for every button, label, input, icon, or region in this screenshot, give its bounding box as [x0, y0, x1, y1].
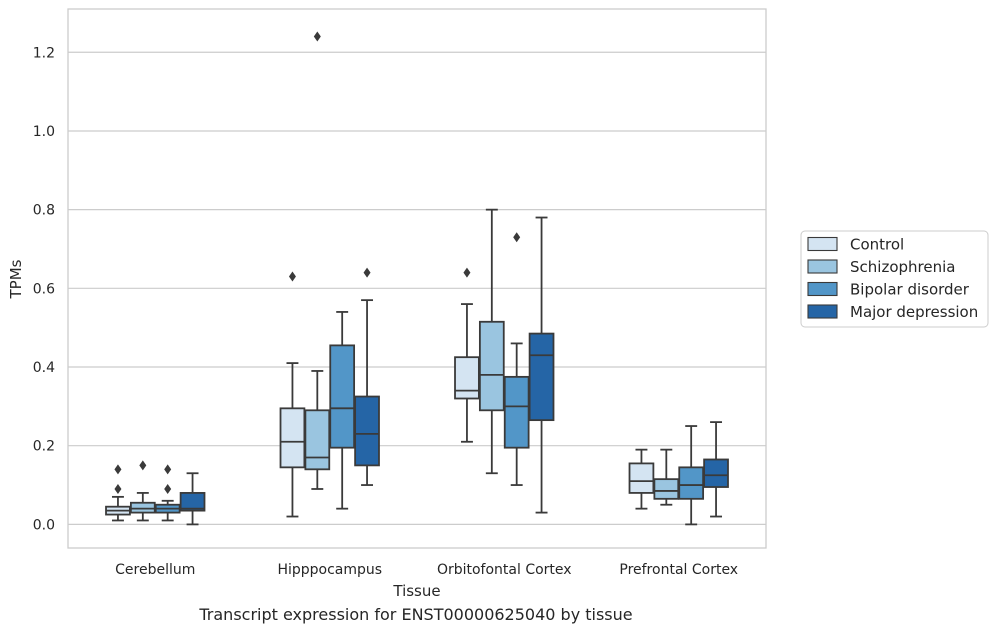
box-body [503, 375, 530, 449]
box-0-1 [129, 460, 156, 522]
box-1-2 [329, 311, 356, 510]
y-tick-label: 1.0 [33, 124, 55, 140]
legend-item: Control [807, 236, 904, 254]
box-body [528, 332, 555, 422]
box-body [678, 466, 705, 500]
box-3-3 [703, 421, 729, 518]
box-body [628, 462, 655, 494]
legend-item: Major depression [807, 303, 978, 321]
outlier-point [164, 464, 172, 475]
grid-lines [68, 51, 766, 525]
box-body [354, 395, 380, 467]
box-3-2 [678, 425, 705, 526]
x-axis-label: Tissue [392, 582, 440, 600]
box-body [304, 409, 331, 471]
legend: Control Schizophrenia Bipolar disorder Majo… [800, 230, 989, 328]
legend-label: Major depression [850, 303, 978, 321]
box-body [279, 407, 306, 469]
outlier-point [288, 271, 296, 282]
legend-label: Bipolar disorder [850, 281, 970, 299]
x-tick-label: Cerebellum [115, 562, 195, 578]
x-tick-label: Prefrontal Cortex [619, 562, 738, 578]
x-ticks: Cerebellum Hipppocampus Orbitofontal Corte… [115, 562, 738, 578]
box-body [653, 478, 680, 500]
y-tick-label: 1.2 [33, 45, 55, 61]
outlier-point [363, 267, 371, 278]
x-tick-label: Orbitofontal Cortex [437, 562, 572, 578]
outlier-point [513, 232, 521, 243]
box-3-0 [628, 448, 655, 510]
legend-swatch [807, 281, 838, 297]
legend-item: Schizophrenia [807, 258, 955, 276]
box-0-2 [154, 464, 181, 522]
box-3-1 [653, 448, 680, 506]
box-0-0 [105, 464, 131, 522]
box-2-2 [503, 232, 530, 486]
box-1-0 [279, 271, 306, 518]
legend-label: Control [850, 236, 904, 254]
outlier-point [463, 267, 471, 278]
box-0-3 [179, 472, 206, 526]
outlier-point [114, 483, 122, 494]
box-2-0 [454, 267, 480, 443]
legend-label: Schizophrenia [850, 258, 955, 276]
y-tick-label: 0.8 [33, 203, 55, 219]
box-body [454, 356, 480, 400]
legend-item: Bipolar disorder [807, 281, 970, 299]
y-tick-label: 0.0 [33, 517, 55, 533]
box-2-3 [528, 216, 555, 514]
x-tick-label: Hipppocampus [277, 562, 382, 578]
outlier-point [164, 483, 172, 494]
box-body [129, 501, 156, 514]
outlier-point [139, 460, 147, 471]
legend-frame [800, 230, 989, 328]
legend-swatch [807, 259, 838, 274]
y-axis-label: TPMs [7, 259, 25, 299]
legend-swatch [807, 304, 838, 319]
y-tick-label: 0.4 [33, 360, 55, 376]
box-body [179, 492, 206, 512]
boxes [105, 31, 729, 526]
legend-swatch [807, 236, 838, 252]
box-1-3 [354, 267, 380, 486]
y-tick-label: 0.6 [33, 281, 55, 297]
outlier-point [114, 464, 122, 475]
y-tick-label: 0.2 [33, 439, 55, 455]
y-ticks: 0.0 0.2 0.4 0.6 0.8 1.0 1.2 [33, 45, 55, 533]
box-2-1 [478, 208, 505, 475]
box-body [478, 320, 505, 412]
figure-caption: Transcript expression for ENST0000062504… [199, 605, 633, 624]
plot-frame [67, 8, 767, 549]
box-1-1 [304, 31, 331, 490]
box-body [703, 458, 729, 488]
outlier-point [313, 31, 321, 42]
box-body [329, 344, 356, 449]
